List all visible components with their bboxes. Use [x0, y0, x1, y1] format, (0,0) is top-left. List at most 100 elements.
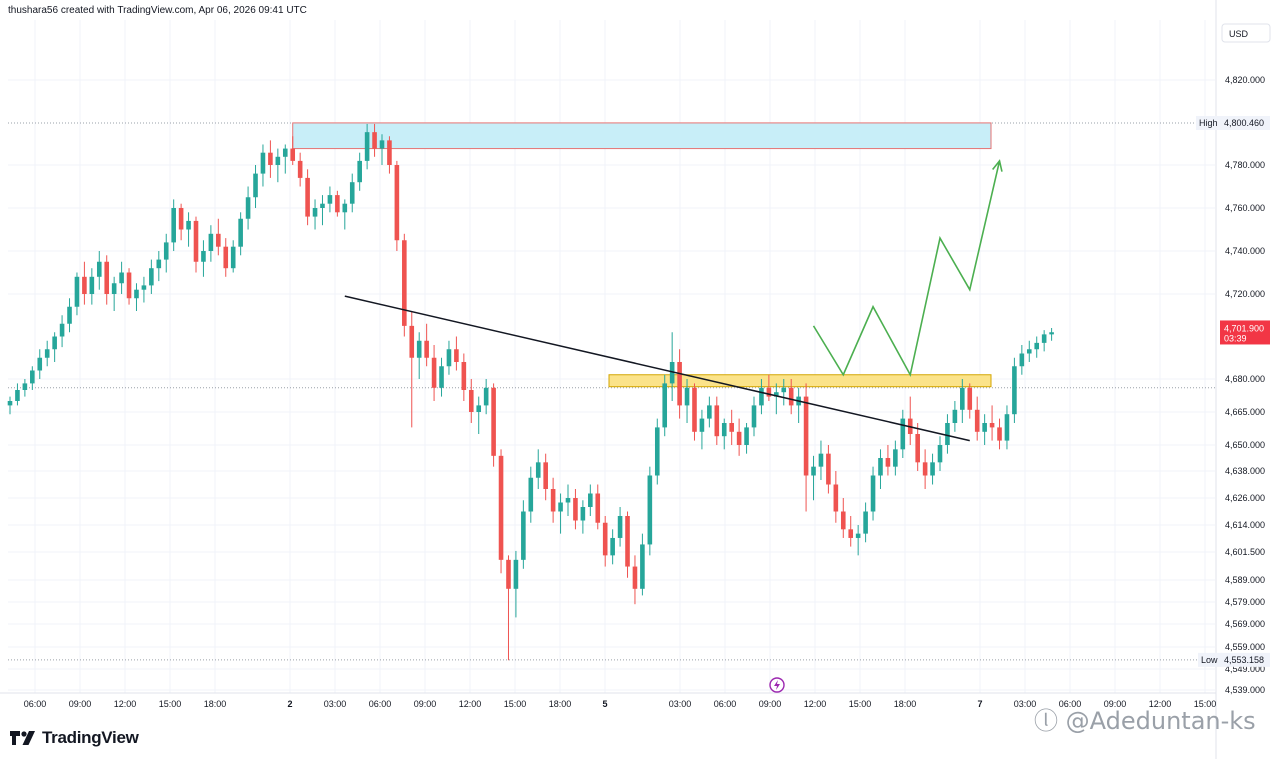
y-tick-label: 4,760.000	[1225, 203, 1265, 213]
candles	[7, 123, 1054, 661]
candle	[282, 144, 288, 174]
candle	[1012, 357, 1017, 423]
candle	[163, 233, 169, 273]
candle	[476, 396, 482, 434]
candle-body	[1004, 414, 1010, 441]
candle-body	[342, 203, 348, 213]
candle-body	[833, 484, 839, 512]
candle	[558, 493, 563, 534]
candle	[878, 449, 883, 489]
candle	[1004, 405, 1010, 450]
candle	[759, 379, 764, 415]
candle-body	[439, 366, 444, 388]
x-tick-label: 18:00	[894, 699, 917, 709]
candle	[788, 379, 794, 415]
candle	[223, 238, 229, 277]
candle-body	[498, 455, 504, 560]
candle	[1034, 336, 1040, 358]
candle	[74, 272, 80, 316]
candle-body	[468, 390, 474, 412]
candle-body	[960, 387, 965, 410]
candle-body	[141, 285, 147, 290]
candle	[997, 418, 1002, 450]
low-label-bg	[1198, 652, 1222, 667]
candle-body	[521, 511, 526, 560]
lightning-event-icon	[769, 677, 785, 693]
x-tick-label: 03:00	[1014, 699, 1037, 709]
candle	[372, 123, 377, 157]
candle-body	[863, 511, 868, 534]
candle-body	[811, 466, 816, 476]
candle	[588, 484, 593, 516]
candle	[573, 489, 578, 530]
candle-body	[216, 233, 221, 247]
candle-body	[238, 218, 243, 247]
x-tick-label: 09:00	[759, 699, 782, 709]
tradingview-logo: TradingView	[10, 728, 139, 748]
candle-body	[952, 409, 958, 423]
candle	[201, 240, 206, 277]
candle-body	[595, 493, 601, 523]
candle-body	[7, 401, 13, 406]
candle-body	[402, 240, 407, 326]
candle-body	[364, 132, 370, 161]
candle	[662, 374, 668, 437]
candle-body	[193, 220, 199, 262]
candle-body	[997, 427, 1002, 441]
candle	[647, 466, 653, 556]
y-tick-label: 4,559.000	[1225, 642, 1265, 652]
price-axis: USD 4,820.000 4,780.000 4,760.000 4,740.000 4…	[1196, 0, 1271, 759]
candle	[483, 379, 489, 415]
candle-body	[119, 272, 124, 284]
candle-body	[625, 516, 630, 567]
candle	[290, 136, 296, 165]
candle-body	[647, 475, 653, 545]
candle-body	[357, 160, 362, 183]
candle-body	[134, 289, 139, 299]
last-price-value: 4,701.900	[1224, 323, 1264, 333]
candle-body	[1049, 332, 1054, 335]
y-tick-label: 4,539.000	[1225, 685, 1265, 695]
y-tick-label: 4,780.000	[1225, 160, 1265, 170]
candle	[260, 144, 266, 187]
candle	[15, 383, 20, 406]
candle	[454, 336, 459, 371]
candle	[230, 240, 236, 273]
candle-body	[602, 522, 608, 556]
candle-body	[1019, 353, 1025, 367]
x-tick-label: 12:00	[804, 699, 827, 709]
candle	[885, 445, 891, 476]
candle	[580, 500, 586, 534]
candle	[193, 216, 199, 273]
candle-body	[461, 362, 467, 390]
candle-body	[1034, 342, 1040, 350]
candle-body	[156, 259, 162, 269]
reference-lines	[8, 122, 1215, 661]
candle	[461, 353, 467, 401]
candle	[893, 440, 898, 476]
candle-body	[104, 261, 110, 294]
candle-body	[818, 453, 824, 467]
candle	[111, 276, 117, 311]
x-tick-label: 09:00	[414, 699, 437, 709]
x-tick-label: 06:00	[1059, 699, 1082, 709]
candle-body	[967, 387, 973, 410]
candle-body	[178, 208, 184, 230]
x-tick-label: 03:00	[324, 699, 347, 709]
candle-body	[387, 140, 392, 165]
x-tick-label: 15:00	[159, 699, 182, 709]
candle-body	[893, 449, 898, 467]
candle	[424, 323, 429, 367]
candle	[245, 186, 251, 230]
candle-body	[669, 362, 675, 384]
candle	[409, 311, 415, 428]
candle-body	[186, 220, 191, 230]
candle	[498, 449, 504, 574]
candle	[967, 383, 973, 419]
candle	[178, 203, 184, 241]
candle	[320, 195, 325, 226]
currency-label: USD	[1229, 29, 1249, 39]
candle	[7, 396, 13, 415]
candle-body	[803, 396, 809, 476]
